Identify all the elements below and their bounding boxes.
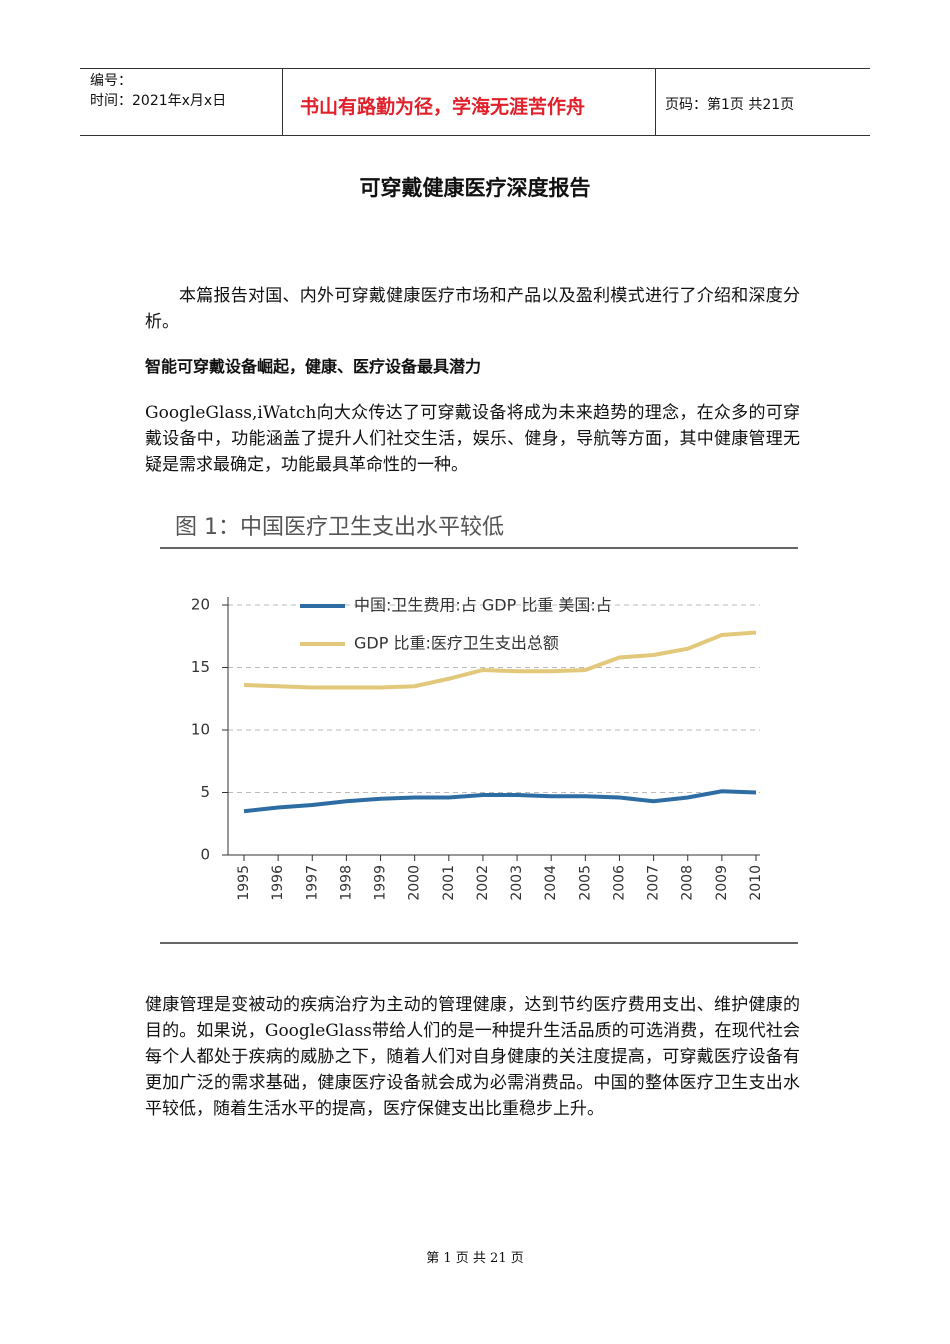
x-tick-label: 2000 [407,865,423,901]
x-tick-label: 1995 [236,865,252,901]
x-tick-label: 2003 [509,865,525,901]
y-tick-label: 5 [200,783,210,801]
paragraph: GoogleGlass,iWatch向大众传达了可穿戴设备将成为未来趋势的理念，… [145,403,800,475]
paragraph: 健康管理是变被动的疾病治疗为主动的管理健康，达到节约医疗费用支出、维护健康的目的… [145,995,800,1119]
x-tick-label: 1996 [270,865,286,901]
header-rule [80,135,870,136]
legend-label: GDP 比重:医疗卫生支出总额 [354,634,559,653]
x-tick-label: 1998 [338,865,354,901]
x-tick-label: 2010 [748,865,764,901]
x-tick-label: 2009 [714,865,730,901]
header-time: 时间：2021年x月x日 [90,93,227,109]
intro: 本篇报告对国、内外可穿戴健康医疗市场和产品以及盈利模式进行了介绍和深度分析。 [145,286,800,332]
x-tick-label: 2007 [646,865,662,901]
y-tick-label: 10 [191,721,210,739]
x-tick-label: 1997 [304,865,320,901]
header-rule [80,68,870,69]
x-tick-label: 2004 [543,865,559,901]
x-tick-label: 2008 [680,865,696,901]
series-line [243,789,757,814]
y-tick-label: 0 [200,846,210,864]
series-line [243,630,757,690]
legend-label: 中国:卫生费用:占 GDP 比重 美国:占 [354,596,612,615]
x-tick-label: 1999 [373,865,389,901]
header-divider [655,68,656,135]
x-tick-label: 2001 [441,865,457,901]
section-heading: 智能可穿戴设备崛起，健康、医疗设备最具潜力 [145,357,482,376]
doc-title: 可穿戴健康医疗深度报告 [359,176,591,200]
chart: 图 1：中国医疗卫生支出水平较低 0 5 10 15 20 1995 1996 1997 199… [160,515,798,944]
x-tick-label: 2006 [611,865,627,901]
x-tick-label: 2005 [577,865,593,901]
chart-title: 图 1：中国医疗卫生支出水平较低 [175,515,504,540]
footer: 第 1 页 共 21 页 [426,1251,524,1266]
y-tick-label: 20 [191,596,210,614]
header-motto: 书山有路勤为径，学海无涯苦作舟 [300,96,586,118]
header-number: 编号： [90,73,132,89]
header-divider [282,68,283,135]
x-tick-label: 2002 [475,865,491,901]
y-tick-label: 15 [191,658,210,676]
header-page: 页码：第1页 共21页 [665,97,795,113]
